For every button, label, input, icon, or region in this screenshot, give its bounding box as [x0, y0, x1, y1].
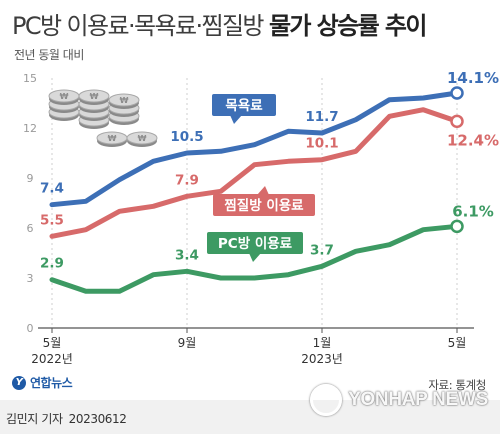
series-1-point-12 — [450, 114, 464, 129]
yonhap-news-watermark: YONHAP NEWS — [310, 384, 488, 416]
series-0-name-label: 목욕료 — [225, 98, 263, 114]
series-0-data-label: 7.4 — [40, 181, 64, 197]
x-tick-year-label: 2023년 — [301, 352, 343, 366]
chart-title: PC방 이용료·목욕료·찜질방 물가 상승률 추이 — [12, 6, 427, 41]
yonhap-logo-icon: Y — [12, 375, 26, 390]
series-1-callout-box — [213, 194, 315, 216]
series-1-callout-pointer — [257, 186, 269, 195]
series-1-end-label: 12.4% — [447, 131, 499, 149]
series-2-callout-pointer — [249, 253, 261, 262]
series-2-data-label: 2.9 — [40, 256, 64, 272]
publish-date: 20230612 — [68, 412, 127, 426]
coin-won-icon-2: ₩ — [120, 96, 129, 105]
coin-won-icon-3: ₩ — [108, 134, 117, 143]
coin-face-9 — [108, 93, 140, 107]
series-0-callout-pointer — [230, 115, 242, 124]
series-2-callout-box — [207, 232, 303, 254]
title-light: PC방 이용료·목욕료·찜질방 — [12, 12, 265, 40]
x-tick-label: 5월 — [43, 336, 62, 350]
coin-won-icon-0: ₩ — [60, 92, 69, 101]
series-1-data-label: 5.5 — [40, 212, 64, 228]
x-tick-label: 9월 — [178, 336, 197, 350]
series-2-end-label: 6.1% — [452, 202, 494, 220]
y-tick-label: 12 — [23, 122, 37, 135]
line-chart: 0 3 6 9 12 15 5월 2022년 9월 1월 2023년 5월 ₩ ₩ ₩ ₩ ₩7.4 10.5 11… — [23, 69, 499, 366]
y-tick-label: 9 — [27, 172, 34, 185]
title-bold: 물가 상승률 추이 — [268, 12, 427, 40]
coin-won-icon-1: ₩ — [90, 92, 99, 101]
coin-won-icon-4: ₩ — [138, 134, 147, 143]
x-tick-year-label: 2022년 — [31, 352, 73, 366]
author: 김민지 기자 — [6, 412, 63, 426]
x-tick-label: 5월 — [448, 336, 467, 350]
series-0-end-label: 14.1% — [447, 69, 499, 87]
yonhap-logo-text: 연합뉴스 — [30, 376, 73, 390]
chart-subtitle: 전년 동월 대비 — [14, 48, 84, 62]
series-1-name-label: 찜질방 이용료 — [224, 197, 304, 214]
y-tick-label: 3 — [27, 272, 34, 285]
series-0-callout-box — [212, 94, 276, 116]
source-note: 자료: 통계청 — [428, 378, 486, 392]
watermark-text: YONHAP NEWS — [348, 389, 488, 410]
coin-face-6 — [78, 89, 110, 103]
series-line-1 — [49, 107, 460, 239]
coin-face-11 — [126, 131, 158, 145]
series-2-data-label: 3.4 — [175, 247, 199, 263]
series-2-name-label: PC방 이용료 — [218, 235, 293, 252]
x-tick-label: 1월 — [313, 336, 332, 350]
series-0-data-label: 11.7 — [305, 109, 338, 125]
byline: 김민지 기자 20230612 — [6, 410, 127, 427]
series-0-point-12 — [450, 86, 464, 100]
yonhap-logo: Y 연합뉴스 — [12, 374, 73, 391]
watermark-ring-icon — [310, 384, 343, 416]
series-0-data-label: 10.5 — [170, 129, 203, 145]
y-tick-label: 6 — [27, 222, 34, 235]
series-1-data-label: 10.1 — [305, 136, 338, 152]
series-1-data-label: 7.9 — [175, 172, 199, 188]
footer-band — [0, 400, 500, 434]
y-tick-label: 0 — [27, 322, 34, 335]
y-tick-label: 15 — [23, 72, 37, 85]
series-2-point-12 — [450, 219, 464, 234]
series-2-data-label: 3.7 — [310, 242, 334, 258]
